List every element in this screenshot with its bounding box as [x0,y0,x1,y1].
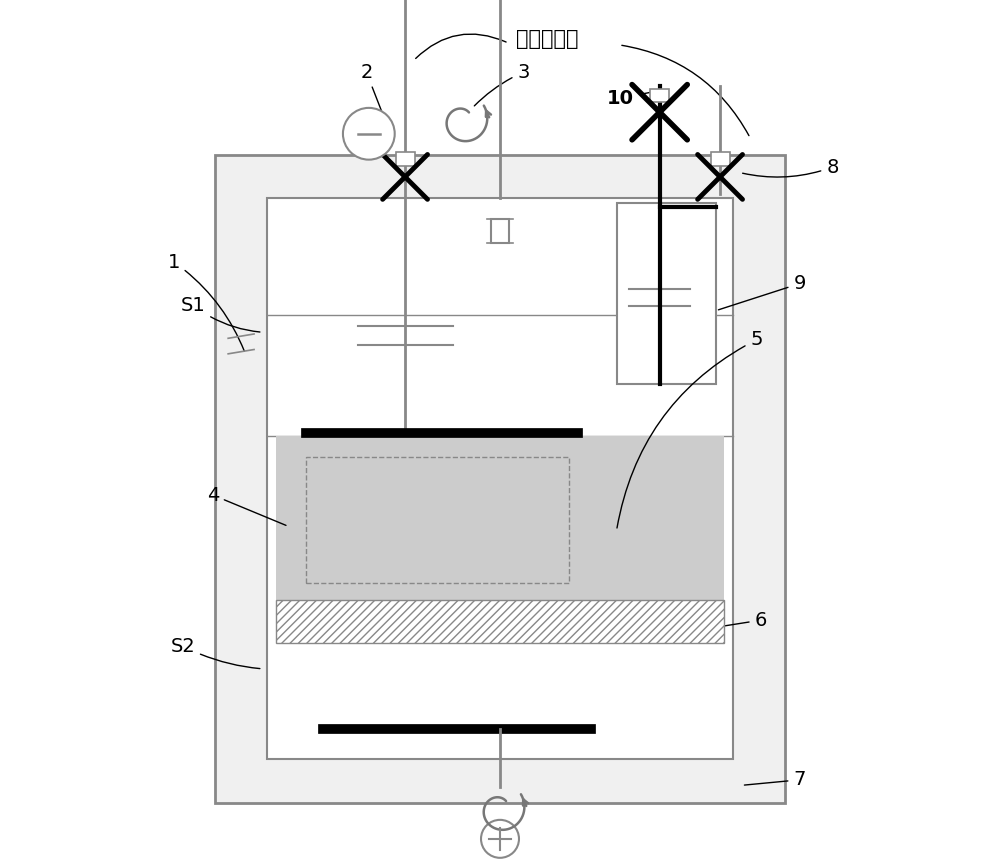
Circle shape [343,108,395,160]
Text: 9: 9 [718,274,806,310]
Bar [276,600,724,643]
Text: 接压缩空气: 接压缩空气 [516,28,579,49]
Bar [491,219,509,243]
Text: 2: 2 [360,63,389,131]
Bar [215,155,785,803]
Text: 8: 8 [743,158,839,177]
Text: 7: 7 [744,771,806,790]
Bar [617,203,716,384]
Bar [276,436,724,600]
Text: 3: 3 [474,63,530,106]
Bar [306,457,569,583]
Text: 6: 6 [701,611,767,630]
Bar [711,152,730,166]
Text: 1: 1 [168,253,244,351]
Bar [650,89,669,102]
Text: S1: S1 [181,296,260,332]
Text: 4: 4 [207,486,286,526]
Text: 10: 10 [607,89,657,108]
Bar [396,152,415,166]
Text: 5: 5 [617,331,763,528]
Text: S2: S2 [170,637,260,669]
Bar [267,198,733,759]
